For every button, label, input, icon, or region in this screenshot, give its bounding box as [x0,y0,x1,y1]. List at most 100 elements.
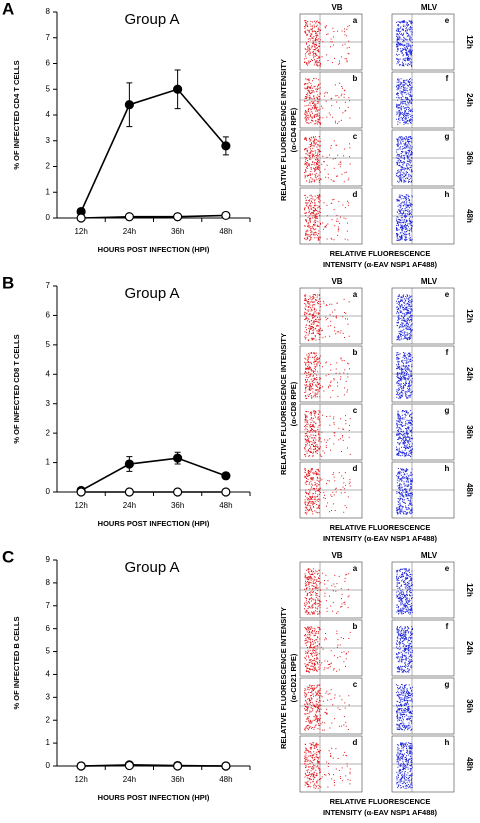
series-line [80,457,227,492]
flow-dots [396,410,413,457]
data-point [221,487,231,497]
y-tick-label: 6 [46,59,51,68]
y-tick-label: 1 [46,738,51,747]
flow-dots [396,568,413,615]
x-tick-label: 12h [74,775,87,784]
flow-dots [396,20,413,67]
panel-letter: A [2,0,14,18]
y-tick-label: 3 [46,399,51,408]
x-axis-label: HOURS POST INFECTION (HPI) [98,519,210,528]
data-point [76,487,86,497]
x-tick-label: 24h [123,227,136,236]
chart-title: Group A [124,559,179,576]
x-axis-label: HOURS POST INFECTION (HPI) [98,793,210,802]
y-tick-label: 6 [46,311,51,320]
data-point [76,213,86,223]
y-tick-label: 5 [46,340,51,349]
series-line [81,214,226,219]
x-tick-label: 48h [219,775,232,784]
y-tick-label: 3 [46,136,51,145]
y-tick-label: 1 [46,458,51,467]
subpanel-letter: c [353,406,358,415]
y-tick-label: 7 [46,33,51,42]
flow-dots [304,352,350,399]
y-tick-label: 4 [46,110,51,119]
flow-dots [304,468,351,515]
x-tick-label: 48h [219,501,232,510]
subpanel-letter: d [353,464,358,473]
y-tick-label: 6 [46,624,51,633]
y-tick-label: 7 [46,601,51,610]
flow-dots [396,626,413,673]
y-tick-label: 5 [46,84,51,93]
flow-x-label: RELATIVE FLUORESCENCE [330,523,431,532]
flow-x-label: INTENSITY (α-EAV NSP1 AF488) [323,534,438,543]
subpanel-letter: f [446,622,449,631]
flow-dots [396,136,413,183]
y-tick-label: 4 [46,670,51,679]
data-point [76,761,86,771]
subpanel-letter: h [445,738,450,747]
flow-x-label: RELATIVE FLUORESCENCE [330,797,431,806]
time-label: 48h [465,483,474,497]
y-tick-label: 2 [46,715,51,724]
column-header: VB [331,3,342,12]
time-label: 24h [465,367,474,381]
y-tick-label: 2 [46,162,51,171]
flow-dots [396,294,413,341]
subpanel-letter: a [353,16,358,25]
time-label: 24h [465,641,474,655]
column-header: VB [331,277,342,286]
subpanel-letter: g [445,132,450,141]
subpanel-letter: h [445,190,450,199]
flow-dots [304,626,351,673]
series-line [80,88,227,212]
panel-letter: B [2,273,14,292]
y-tick-label: 3 [46,692,51,701]
flow-x-label: INTENSITY (α-EAV NSP1 AF488) [323,808,438,817]
flow-dots [304,568,350,615]
flow-y-label: RELATIVE FLUORESCENCE INTENSITY [279,59,288,201]
x-tick-label: 48h [219,227,232,236]
time-label: 12h [465,583,474,597]
y-tick-label: 0 [46,487,51,496]
x-tick-label: 24h [123,775,136,784]
flow-dots [304,410,351,457]
data-point [124,212,134,222]
subpanel-letter: b [353,74,358,83]
subpanel-letter: c [353,680,358,689]
data-point [221,141,231,151]
subpanel-letter: a [353,564,358,573]
subpanel-letter: b [353,348,358,357]
quadrant-lines [300,678,362,734]
flow-y-label: RELATIVE FLUORESCENCE INTENSITY [279,333,288,475]
x-tick-label: 36h [171,501,184,510]
y-axis-label: % OF INFECTED B CELLS [12,617,21,710]
data-point [124,487,134,497]
data-point [124,760,134,771]
flow-dots [304,20,350,67]
quadrant-lines [300,130,362,186]
column-header: VB [331,551,342,560]
data-point [221,471,231,481]
flow-dots [396,78,413,125]
flow-dots [396,742,413,789]
time-label: 12h [465,35,474,49]
data-point [124,100,134,110]
y-tick-label: 2 [46,428,51,437]
x-tick-label: 24h [123,501,136,510]
subpanel-letter: f [446,348,449,357]
subpanel-letter: g [445,406,450,415]
chart-title: Group A [124,285,179,302]
data-point [221,210,231,221]
y-tick-label: 8 [46,7,51,16]
flow-y-label: (α-CD21 RPE) [289,653,298,702]
x-tick-label: 36h [171,775,184,784]
y-tick-label: 9 [46,555,51,564]
flow-x-label: RELATIVE FLUORESCENCE [330,249,431,258]
y-tick-label: 7 [46,281,51,290]
y-tick-label: 1 [46,187,51,196]
y-tick-label: 4 [46,369,51,378]
time-label: 48h [465,757,474,771]
